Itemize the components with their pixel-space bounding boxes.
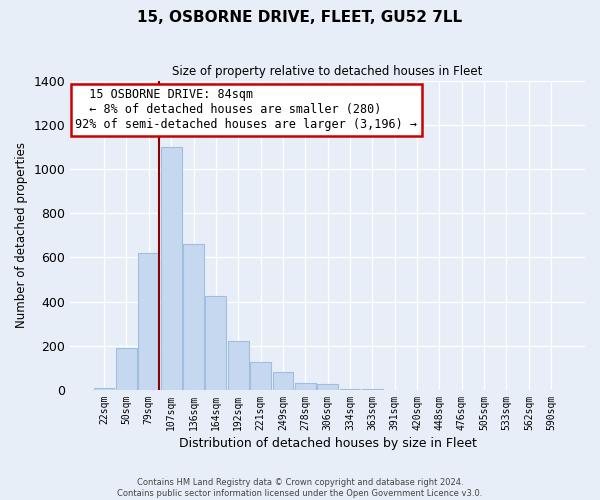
Bar [295,384,316,390]
Bar [340,389,361,390]
Bar [161,147,182,390]
Bar [272,372,293,390]
Bar [116,348,137,390]
Bar [183,244,204,390]
Bar [94,388,115,390]
Bar [317,384,338,390]
Title: Size of property relative to detached houses in Fleet: Size of property relative to detached ho… [172,65,483,78]
Text: 15, OSBORNE DRIVE, FLEET, GU52 7LL: 15, OSBORNE DRIVE, FLEET, GU52 7LL [137,10,463,25]
Bar [250,362,271,390]
X-axis label: Distribution of detached houses by size in Fleet: Distribution of detached houses by size … [179,437,476,450]
Bar [205,296,226,390]
Bar [139,253,159,390]
Bar [228,342,248,390]
Text: Contains HM Land Registry data © Crown copyright and database right 2024.
Contai: Contains HM Land Registry data © Crown c… [118,478,482,498]
Text: 15 OSBORNE DRIVE: 84sqm
  ← 8% of detached houses are smaller (280)
92% of semi-: 15 OSBORNE DRIVE: 84sqm ← 8% of detached… [76,88,418,132]
Y-axis label: Number of detached properties: Number of detached properties [15,142,28,328]
